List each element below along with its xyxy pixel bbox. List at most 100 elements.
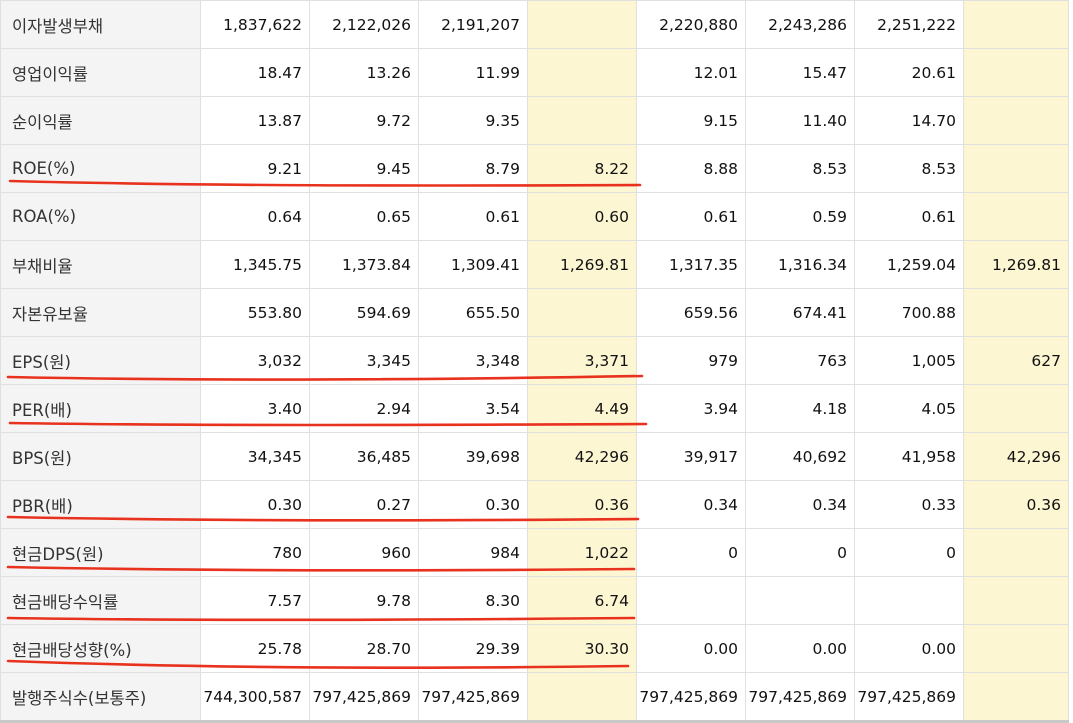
table-cell: 7.57 <box>200 576 310 625</box>
table-cell: 780 <box>200 528 310 577</box>
table-row: 현금배당성향(%) 25.78 28.70 29.39 30.30 0.00 0.00 0.0… <box>0 624 1069 673</box>
table-cell: 0.00 <box>636 624 746 673</box>
table-row: BPS(원) 34,345 36,485 39,698 42,296 39,917 40,6… <box>0 432 1069 481</box>
table-cell: 1,259.04 <box>854 240 964 289</box>
row-label: 부채비율 <box>0 240 201 289</box>
table-cell: 9.78 <box>309 576 419 625</box>
table-cell: 0.61 <box>418 192 528 241</box>
row-label: 발행주식수(보통주) <box>0 672 201 723</box>
table-cell: 3.94 <box>636 384 746 433</box>
row-label: BPS(원) <box>0 432 201 481</box>
table-cell <box>636 576 746 625</box>
table-cell <box>963 528 1069 577</box>
table-cell: 553.80 <box>200 288 310 337</box>
table-cell: 1,269.81 <box>963 240 1069 289</box>
row-label: 이자발생부채 <box>0 0 201 49</box>
table-cell: 744,300,587 <box>200 672 310 723</box>
table-cell: 1,837,622 <box>200 0 310 49</box>
table-cell: 0.27 <box>309 480 419 529</box>
row-label: 현금배당수익률 <box>0 576 201 625</box>
table-cell: 3.40 <box>200 384 310 433</box>
table-row: 순이익률 13.87 9.72 9.35 9.15 11.40 14.70 <box>0 96 1069 145</box>
table-cell: 9.72 <box>309 96 419 145</box>
table-row: PBR(배) 0.30 0.27 0.30 0.36 0.34 0.34 0.33 0.36 <box>0 480 1069 529</box>
table-cell: 1,345.75 <box>200 240 310 289</box>
table-cell: 0.36 <box>963 480 1069 529</box>
table-cell: 28.70 <box>309 624 419 673</box>
table-cell <box>527 0 637 49</box>
table-cell: 655.50 <box>418 288 528 337</box>
table-cell <box>527 48 637 97</box>
table-cell: 25.78 <box>200 624 310 673</box>
table-cell: 1,317.35 <box>636 240 746 289</box>
table-cell: 0.65 <box>309 192 419 241</box>
table-cell: 700.88 <box>854 288 964 337</box>
table-cell: 2,191,207 <box>418 0 528 49</box>
table-cell: 9.35 <box>418 96 528 145</box>
row-label: PBR(배) <box>0 480 201 529</box>
table-cell: 20.61 <box>854 48 964 97</box>
table-cell: 0.00 <box>745 624 855 673</box>
table-cell: 1,269.81 <box>527 240 637 289</box>
table-row: 이자발생부채 1,837,622 2,122,026 2,191,207 2,220,8… <box>0 0 1069 49</box>
table-cell: 979 <box>636 336 746 385</box>
table-row: 발행주식수(보통주) 744,300,587 797,425,869 797,425,… <box>0 672 1069 723</box>
table-cell: 0.30 <box>418 480 528 529</box>
table-cell: 797,425,869 <box>309 672 419 723</box>
table-cell: 29.39 <box>418 624 528 673</box>
table-cell: 8.53 <box>854 144 964 193</box>
table-cell: 4.18 <box>745 384 855 433</box>
table-cell: 0.59 <box>745 192 855 241</box>
table-cell: 39,698 <box>418 432 528 481</box>
table-cell: 3,348 <box>418 336 528 385</box>
table-cell <box>963 576 1069 625</box>
table-cell <box>854 576 964 625</box>
table-cell: 9.21 <box>200 144 310 193</box>
table-cell: 6.74 <box>527 576 637 625</box>
table-cell: 39,917 <box>636 432 746 481</box>
row-label: 현금DPS(원) <box>0 528 201 577</box>
table-cell: 42,296 <box>963 432 1069 481</box>
table-cell <box>963 288 1069 337</box>
table-cell: 659.56 <box>636 288 746 337</box>
table-cell <box>963 48 1069 97</box>
table-cell <box>963 672 1069 723</box>
table-cell: 13.87 <box>200 96 310 145</box>
row-label: 자본유보율 <box>0 288 201 337</box>
table-cell <box>963 624 1069 673</box>
table-cell: 8.22 <box>527 144 637 193</box>
row-label: 영업이익률 <box>0 48 201 97</box>
table-cell: 11.99 <box>418 48 528 97</box>
table-cell: 0.36 <box>527 480 637 529</box>
table-cell: 9.15 <box>636 96 746 145</box>
table-cell: 0.30 <box>200 480 310 529</box>
table-cell: 30.30 <box>527 624 637 673</box>
table-cell: 2,220,880 <box>636 0 746 49</box>
table-cell: 0.61 <box>854 192 964 241</box>
table-cell: 0.60 <box>527 192 637 241</box>
table-cell: 960 <box>309 528 419 577</box>
row-label: 현금배당성향(%) <box>0 624 201 673</box>
row-label: PER(배) <box>0 384 201 433</box>
table-cell <box>527 672 637 723</box>
table-cell: 763 <box>745 336 855 385</box>
table-row: 현금DPS(원) 780 960 984 1,022 0 0 0 <box>0 528 1069 577</box>
row-label: 순이익률 <box>0 96 201 145</box>
table-cell: 1,316.34 <box>745 240 855 289</box>
table-cell <box>963 0 1069 49</box>
table-cell: 1,022 <box>527 528 637 577</box>
table-cell: 41,958 <box>854 432 964 481</box>
table-cell: 2,243,286 <box>745 0 855 49</box>
table-row: ROE(%) 9.21 9.45 8.79 8.22 8.88 8.53 8.53 <box>0 144 1069 193</box>
table-cell: 8.88 <box>636 144 746 193</box>
table-cell: 0.34 <box>745 480 855 529</box>
table-cell: 2,251,222 <box>854 0 964 49</box>
table-cell: 797,425,869 <box>418 672 528 723</box>
table-cell: 8.30 <box>418 576 528 625</box>
table-cell: 797,425,869 <box>854 672 964 723</box>
table-cell: 3,032 <box>200 336 310 385</box>
table-cell: 8.53 <box>745 144 855 193</box>
table-cell: 34,345 <box>200 432 310 481</box>
row-label: ROA(%) <box>0 192 201 241</box>
